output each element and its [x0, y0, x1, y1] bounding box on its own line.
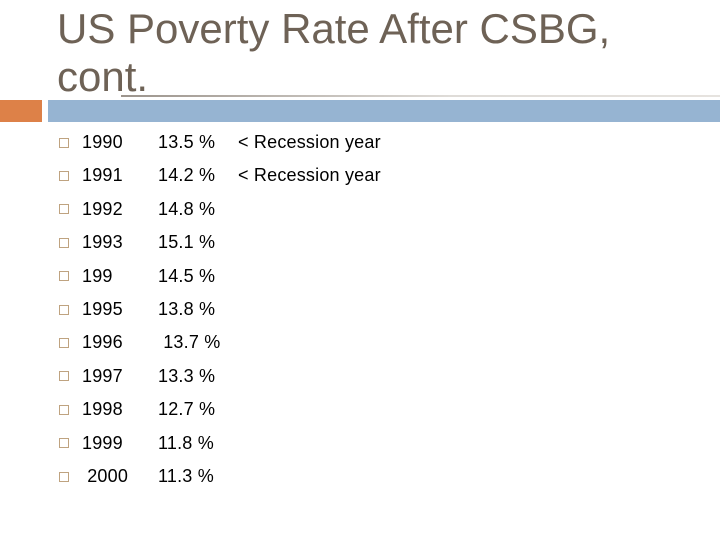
poverty-rate-value: 13.3 % — [158, 365, 216, 386]
poverty-rate-value: 14.5 % — [158, 265, 216, 286]
bullet-square-icon — [59, 204, 69, 215]
orange-accent-block — [0, 100, 42, 122]
year-label: 1990 — [82, 132, 123, 152]
poverty-rate-value: 14.8 % — [158, 198, 216, 219]
year-label: 1998 — [82, 399, 123, 420]
year-label: 1996 — [82, 332, 123, 353]
poverty-rate-value: 15.1 % — [158, 232, 216, 253]
bullet-square-icon — [59, 171, 69, 182]
bullet-square-icon — [59, 471, 69, 482]
poverty-rate-list: 1990 13.5 % < Recession year 1991 14.2 %… — [0, 126, 720, 493]
bullet-square-icon — [59, 338, 69, 349]
recession-note: < Recession year — [238, 132, 381, 152]
slide-title-line-2: cont. — [57, 53, 149, 100]
bullet-square-icon — [59, 271, 69, 282]
bullet-square-icon — [59, 304, 69, 315]
list-item: 1999 11.8 % — [0, 427, 720, 460]
slide-title: US Poverty Rate After CSBG, cont. — [57, 5, 707, 101]
year-label: 1997 — [82, 365, 123, 386]
list-item: 1991 14.2 % < Recession year — [0, 159, 720, 192]
bullet-square-icon — [59, 438, 69, 449]
bullet-square-icon — [59, 237, 69, 248]
list-item: 1995 13.8 % — [0, 293, 720, 326]
year-label: 1992 — [82, 198, 123, 219]
year-label: 1993 — [82, 232, 123, 253]
list-item: 1992 14.8 % — [0, 193, 720, 226]
poverty-rate-value: 13.7 % — [158, 332, 221, 353]
year-label: 1991 — [82, 165, 123, 186]
list-item: 1998 12.7 % — [0, 393, 720, 426]
year-label: 2000 — [82, 465, 129, 486]
year-label: 1999 — [82, 432, 123, 453]
bullet-square-icon — [59, 404, 69, 415]
list-item: 1990 13.5 % < Recession year — [0, 126, 720, 159]
year-label: 199 — [82, 265, 113, 286]
bullet-square-icon — [59, 371, 69, 382]
poverty-rate-value: 11.3 % — [158, 465, 214, 486]
poverty-rate-value: 13.8 % — [158, 298, 216, 319]
slide-title-line-1: US Poverty Rate After CSBG, — [57, 5, 611, 52]
poverty-rate-value: 14.2 % — [158, 165, 216, 186]
list-item: 1997 13.3 % — [0, 360, 720, 393]
bullet-square-icon — [59, 137, 69, 148]
title-baseline-rule — [121, 95, 720, 97]
poverty-rate-value: 12.7 % — [158, 399, 216, 420]
list-item: 1993 15.1 % — [0, 226, 720, 259]
list-item: 2000 11.3 % — [0, 460, 720, 493]
poverty-rate-value: 13.5 % — [158, 132, 216, 152]
year-label: 1995 — [82, 298, 123, 319]
blue-accent-bar — [48, 100, 720, 122]
list-item: 199 14.5 % — [0, 260, 720, 293]
recession-note: < Recession year — [238, 165, 381, 186]
list-item: 1996 13.7 % — [0, 326, 720, 359]
poverty-rate-value: 11.8 % — [158, 432, 214, 453]
